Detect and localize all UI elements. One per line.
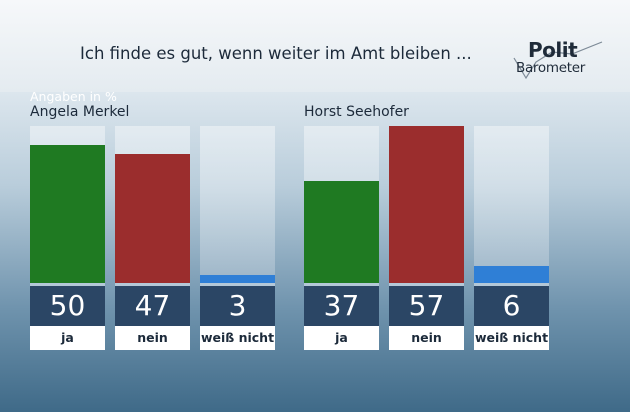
- category-label-horst-seehofer-nein: nein: [389, 326, 464, 350]
- bar-baseline-angela-merkel-nein: [115, 283, 190, 286]
- data-label-horst-seehofer-weiss-nicht: 6: [474, 286, 549, 326]
- bar-angela-merkel-weiss-nicht: [200, 275, 275, 283]
- bar-baseline-horst-seehofer-nein: [389, 283, 464, 286]
- chart-title: Ich finde es gut, wenn weiter im Amt ble…: [80, 44, 472, 63]
- bar-baseline-horst-seehofer-ja: [304, 283, 379, 286]
- bar-horst-seehofer-nein: [389, 126, 464, 283]
- bar-horst-seehofer-ja: [304, 181, 379, 283]
- category-label-angela-merkel-weiss-nicht: weiß nicht: [200, 326, 275, 350]
- bar-background-horst-seehofer-weiss-nicht: [474, 126, 549, 286]
- logo-text-top: Polit: [528, 38, 578, 62]
- bar-angela-merkel-ja: [30, 145, 105, 283]
- panel-title-horst-seehofer: Horst Seehofer: [304, 104, 409, 120]
- bar-baseline-angela-merkel-ja: [30, 283, 105, 286]
- data-label-horst-seehofer-ja: 37: [304, 286, 379, 326]
- category-label-horst-seehofer-ja: ja: [304, 326, 379, 350]
- unit-label: Angaben in %: [30, 89, 117, 104]
- check-icon: [513, 41, 603, 80]
- data-label-angela-merkel-ja: 50: [30, 286, 105, 326]
- category-label-angela-merkel-ja: ja: [30, 326, 105, 350]
- logo-text-bottom: Barometer: [516, 60, 585, 76]
- panel-title-angela-merkel: Angela Merkel: [30, 104, 130, 120]
- data-label-angela-merkel-nein: 47: [115, 286, 190, 326]
- bar-angela-merkel-nein: [115, 154, 190, 283]
- bar-background-angela-merkel-weiss-nicht: [200, 126, 275, 286]
- category-label-horst-seehofer-weiss-nicht: weiß nicht: [474, 326, 549, 350]
- data-label-angela-merkel-weiss-nicht: 3: [200, 286, 275, 326]
- category-label-angela-merkel-nein: nein: [115, 326, 190, 350]
- bar-horst-seehofer-weiss-nicht: [474, 266, 549, 283]
- bar-baseline-horst-seehofer-weiss-nicht: [474, 283, 549, 286]
- politbarometer-logo: Polit Barometer: [512, 38, 604, 82]
- data-label-horst-seehofer-nein: 57: [389, 286, 464, 326]
- bar-baseline-angela-merkel-weiss-nicht: [200, 283, 275, 286]
